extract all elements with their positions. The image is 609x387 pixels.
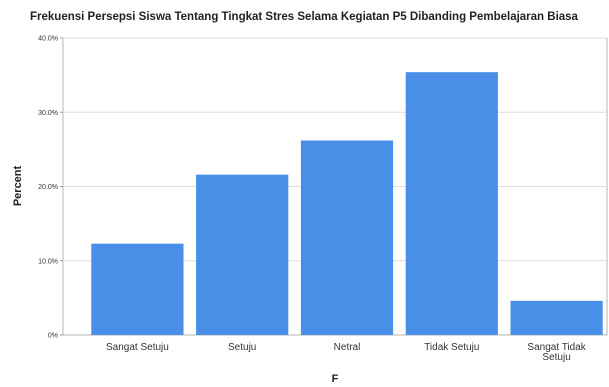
y-tick-label: 40.0% [38,36,58,43]
x-category-label: Sangat Setuju [106,342,169,353]
x-category-label: Netral [334,342,361,353]
bar-tidak-setuju [405,72,498,335]
y-axis-ticks: 0% 10.0% 20.0% 30.0% 40.0% [38,36,63,340]
y-tick-label: 20.0% [38,184,58,191]
y-axis-label: Percent [12,165,24,206]
bar-sangat-setuju [91,243,184,335]
bar-netral [300,140,394,335]
y-tick-label: 30.0% [38,110,58,117]
chart-title: Frekuensi Persepsi Siswa Tentang Tingkat… [30,11,579,23]
bar-sangat-tidak-setuju [510,300,603,335]
bar-setuju [196,174,289,335]
x-category-label: Sangat Tidak Setuju [527,342,586,363]
x-category-label: Tidak Setuju [424,342,479,353]
x-axis-categories: Sangat Setuju Setuju Netral Tidak Setuju San… [106,342,587,363]
y-tick-label: 10.0% [38,258,58,265]
bars [91,72,603,335]
x-category-label: Setuju [228,342,256,353]
x-axis-label: F [332,373,339,385]
y-tick-label: 0% [48,333,58,340]
